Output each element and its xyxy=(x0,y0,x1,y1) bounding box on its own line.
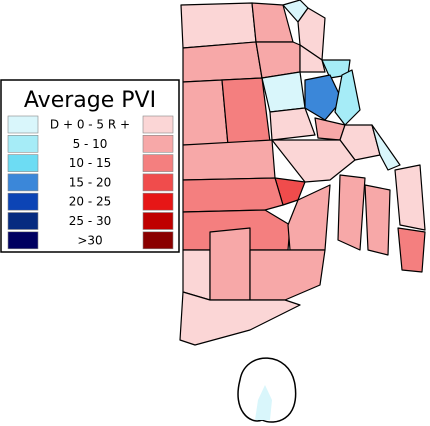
legend-swatch-r xyxy=(142,154,174,172)
town xyxy=(269,107,316,141)
town xyxy=(261,71,306,113)
legend-swatch-d xyxy=(7,212,39,230)
town xyxy=(271,139,356,183)
legend-swatch-d xyxy=(7,135,39,153)
legend-swatch-r xyxy=(142,135,174,153)
legend: Average PVI D + 0 - 5 R + 5 - 10 10 - 15 15… xyxy=(0,79,180,253)
legend-swatch-r xyxy=(142,173,174,192)
legend-swatch-d xyxy=(7,173,39,192)
legend-swatch-r xyxy=(142,192,174,211)
towns xyxy=(179,0,426,346)
legend-swatch-d xyxy=(7,192,39,211)
town xyxy=(179,291,301,346)
town xyxy=(304,74,343,121)
legend-label: 15 - 20 xyxy=(69,175,112,189)
town xyxy=(182,41,263,83)
town xyxy=(339,124,381,161)
town xyxy=(182,139,276,181)
town xyxy=(371,124,401,171)
legend-title: Average PVI xyxy=(24,88,156,113)
town xyxy=(180,2,257,49)
legend-swatch-r xyxy=(142,231,174,250)
town xyxy=(397,227,426,273)
town xyxy=(334,69,361,126)
legend-label: 10 - 15 xyxy=(69,156,112,170)
legend-swatch-d xyxy=(7,231,39,250)
block-island-pond xyxy=(255,385,272,420)
legend-swatch-r xyxy=(142,212,174,230)
town xyxy=(337,174,366,251)
town xyxy=(182,177,284,213)
town xyxy=(182,249,211,301)
town xyxy=(221,77,271,146)
legend-label: 25 - 30 xyxy=(69,214,112,228)
town xyxy=(394,164,426,231)
town xyxy=(297,7,326,61)
town xyxy=(182,79,229,146)
legend-swatch-d xyxy=(7,115,39,134)
legend-label: D + 0 - 5 R + xyxy=(50,118,130,132)
town xyxy=(299,44,326,73)
legend-label: >30 xyxy=(77,233,102,247)
town xyxy=(364,184,391,256)
town xyxy=(249,249,326,301)
legend-label: 5 - 10 xyxy=(73,137,108,151)
town xyxy=(209,227,251,301)
legend-label: 20 - 25 xyxy=(69,195,112,209)
legend-swatch-d xyxy=(7,154,39,172)
legend-swatch-r xyxy=(142,115,174,134)
